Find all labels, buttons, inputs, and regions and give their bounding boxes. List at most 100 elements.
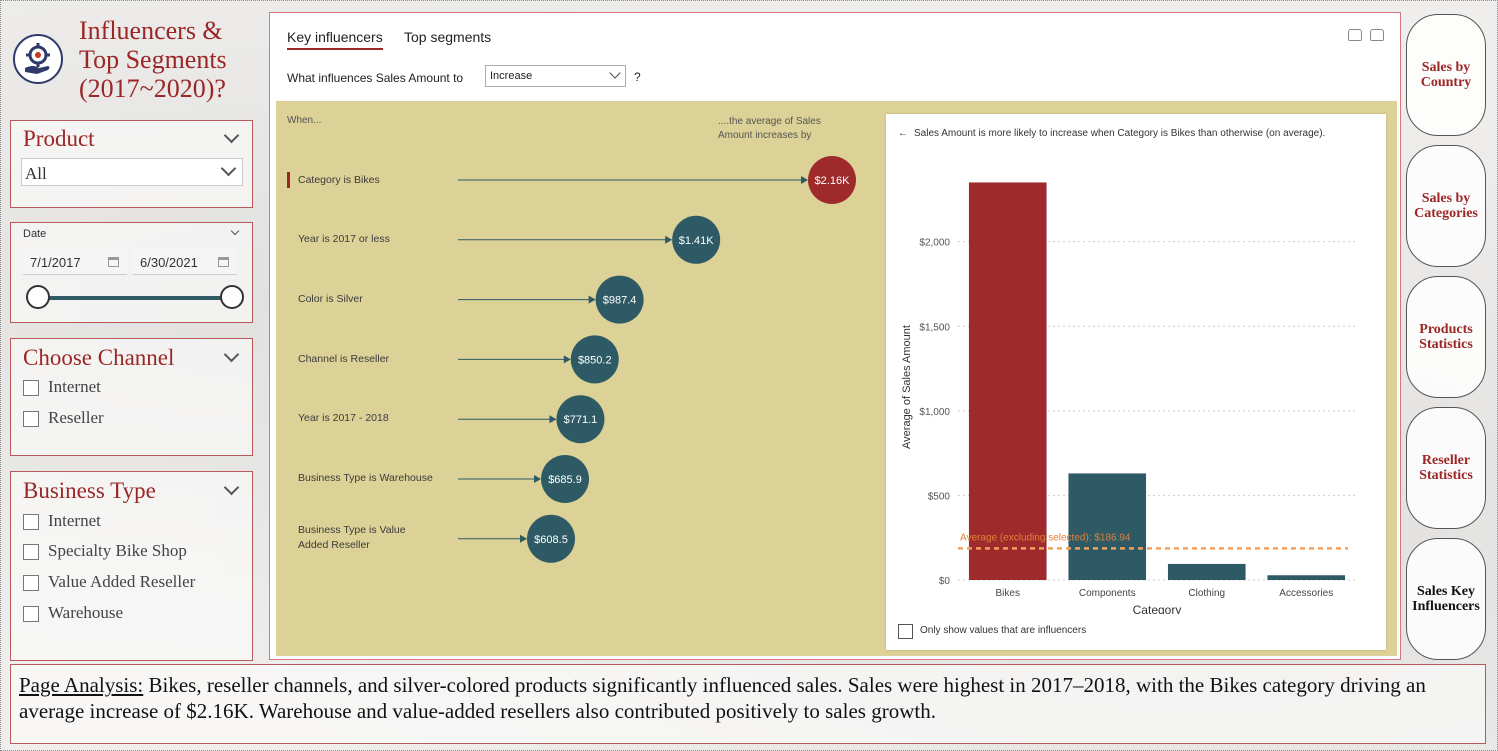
y-tick-label: $500 — [928, 491, 951, 502]
help-icon[interactable]: ? — [634, 70, 641, 84]
influencer-bubble[interactable] — [541, 455, 590, 503]
tab-key-influencers[interactable]: Key influencers — [287, 29, 383, 50]
direction-dropdown[interactable]: Increase — [485, 65, 626, 87]
bar-chart: $0 $500 $1,000 $1,500 $2,000 Bikes Components C… — [901, 182, 1356, 614]
gear-hand-logo-icon — [13, 34, 63, 84]
date-range-end-handle[interactable] — [220, 285, 244, 309]
influencer-value: $771.1 — [564, 414, 598, 426]
influencer-detail-chart: ← Sales Amount is more likely to increase… — [886, 114, 1386, 650]
product-dropdown[interactable]: All — [21, 158, 243, 186]
checkbox[interactable] — [23, 411, 39, 427]
influencer-value: $850.2 — [578, 354, 612, 366]
influencer-bubble[interactable] — [808, 156, 856, 204]
page-title: Influencers & Top Segments (2017~2020)? — [79, 16, 227, 103]
business-option-label: Specialty Bike Shop — [48, 541, 187, 560]
channel-slicer: Choose Channel Internet Reseller — [10, 338, 253, 456]
product-slicer-title: Product — [23, 126, 95, 151]
influencer-label[interactable]: Channel is Reseller — [298, 353, 390, 365]
end-date-input[interactable]: 6/30/2021 — [133, 249, 237, 275]
influencer-value: $608.5 — [534, 534, 568, 546]
arrow-icon — [520, 534, 527, 543]
arrow-icon — [549, 415, 557, 424]
chevron-down-icon — [220, 160, 237, 177]
channel-option-label: Internet — [48, 377, 101, 396]
product-dropdown-value: All — [25, 164, 47, 183]
selected-indicator — [287, 172, 290, 188]
date-slicer: Date 7/1/2017 6/30/2021 — [10, 222, 253, 323]
detail-title: ← Sales Amount is more likely to increase… — [898, 128, 1325, 139]
y-axis-label: Average of Sales Amount — [901, 325, 913, 449]
influencer-label[interactable]: Color is Silver — [298, 293, 363, 305]
influencer-bubble[interactable] — [527, 514, 575, 563]
checkbox[interactable] — [23, 380, 39, 396]
influencer-bubble[interactable] — [672, 215, 721, 264]
influencer-value: $1.41K — [679, 235, 715, 247]
chevron-down-icon[interactable] — [230, 226, 240, 236]
back-arrow-icon[interactable]: ← — [898, 128, 908, 139]
analysis-text: Bikes, reseller channels, and silver-col… — [19, 673, 1426, 723]
influencers-only-label: Only show values that are influencers — [920, 625, 1087, 636]
reference-line-label: Average (excluding selected): $186.94 — [960, 532, 1131, 543]
business-type-slicer-title: Business Type — [23, 478, 156, 503]
chevron-down-icon[interactable] — [223, 127, 240, 144]
influencer-bubbles: $2.16K $1.41K $987.4 $850.2 $771.1 $685.9 $608… — [458, 156, 856, 563]
thumbs-down-icon[interactable] — [1370, 29, 1384, 41]
chevron-down-icon[interactable] — [223, 346, 240, 363]
nav-sales-by-categories[interactable]: Sales by Categories — [1406, 145, 1486, 267]
influencer-label[interactable]: Year is 2017 or less — [298, 233, 390, 245]
y-tick-label: $1,000 — [919, 407, 950, 418]
influencer-label[interactable]: Year is 2017 - 2018 — [298, 412, 389, 424]
calendar-icon[interactable] — [218, 257, 229, 267]
chevron-down-icon[interactable] — [223, 479, 240, 496]
arrow-icon — [801, 176, 808, 184]
influencers-panel: When... ....the average of Sales Amount … — [276, 101, 1397, 656]
thumbs-up-icon[interactable] — [1348, 29, 1362, 41]
chevron-down-icon — [609, 67, 621, 79]
y-tick-label: $1,500 — [919, 322, 950, 333]
influencers-only-checkbox[interactable] — [898, 624, 913, 639]
nav-reseller-statistics[interactable]: Reseller Statistics — [1406, 407, 1486, 529]
arrow-icon — [588, 295, 596, 304]
nav-sales-by-country[interactable]: Sales by Country — [1406, 14, 1486, 136]
x-axis-label: Category — [1133, 603, 1182, 614]
bar[interactable] — [1267, 575, 1346, 580]
page-analysis: Page Analysis: Bikes, reseller channels,… — [10, 664, 1486, 744]
checkbox[interactable] — [23, 514, 39, 530]
influencer-label[interactable]: Business Type is Warehouse — [298, 472, 433, 484]
business-type-slicer: Business Type Internet Specialty Bike Sh… — [10, 471, 253, 661]
channel-slicer-title: Choose Channel — [23, 345, 175, 370]
influencer-label[interactable]: Category is Bikes — [298, 174, 380, 186]
nav-sales-key-influencers[interactable]: Sales Key Influencers — [1406, 538, 1486, 660]
business-option-label: Warehouse — [48, 603, 124, 622]
y-tick-label: $2,000 — [919, 238, 950, 249]
average-header: ....the average of Sales Amount increase… — [718, 116, 821, 141]
influencer-value: $987.4 — [603, 295, 637, 307]
business-option-label: Value Added Reseller — [48, 572, 196, 591]
y-tick-label: $0 — [939, 576, 951, 587]
key-influencers-visual: Key influencers Top segments What influe… — [269, 12, 1401, 660]
date-range-start-handle[interactable] — [26, 285, 50, 309]
bar[interactable] — [968, 182, 1047, 580]
checkbox[interactable] — [23, 606, 39, 622]
calendar-icon[interactable] — [108, 257, 119, 267]
influencer-value: $685.9 — [548, 474, 582, 486]
arrow-icon — [563, 355, 571, 364]
x-tick-label: Components — [1079, 588, 1136, 599]
influencer-bubble[interactable] — [595, 275, 644, 324]
bar[interactable] — [1068, 473, 1147, 580]
direction-dropdown-value: Increase — [490, 70, 533, 82]
question-label: What influences Sales Amount to — [287, 71, 464, 85]
arrow-icon — [534, 475, 542, 483]
start-date-input[interactable]: 7/1/2017 — [23, 249, 127, 275]
influencer-bubble[interactable] — [570, 335, 619, 384]
when-header: When... — [287, 115, 322, 126]
checkbox[interactable] — [23, 544, 39, 560]
end-date-value: 6/30/2021 — [140, 255, 198, 270]
influencer-bubble[interactable] — [556, 395, 605, 444]
influencer-label[interactable]: Business Type is Value Added Reseller — [298, 524, 406, 551]
business-option-label: Internet — [48, 511, 101, 530]
bar[interactable] — [1167, 563, 1246, 580]
checkbox[interactable] — [23, 575, 39, 591]
nav-products-statistics[interactable]: Products Statistics — [1406, 276, 1486, 398]
tab-top-segments[interactable]: Top segments — [404, 29, 492, 45]
